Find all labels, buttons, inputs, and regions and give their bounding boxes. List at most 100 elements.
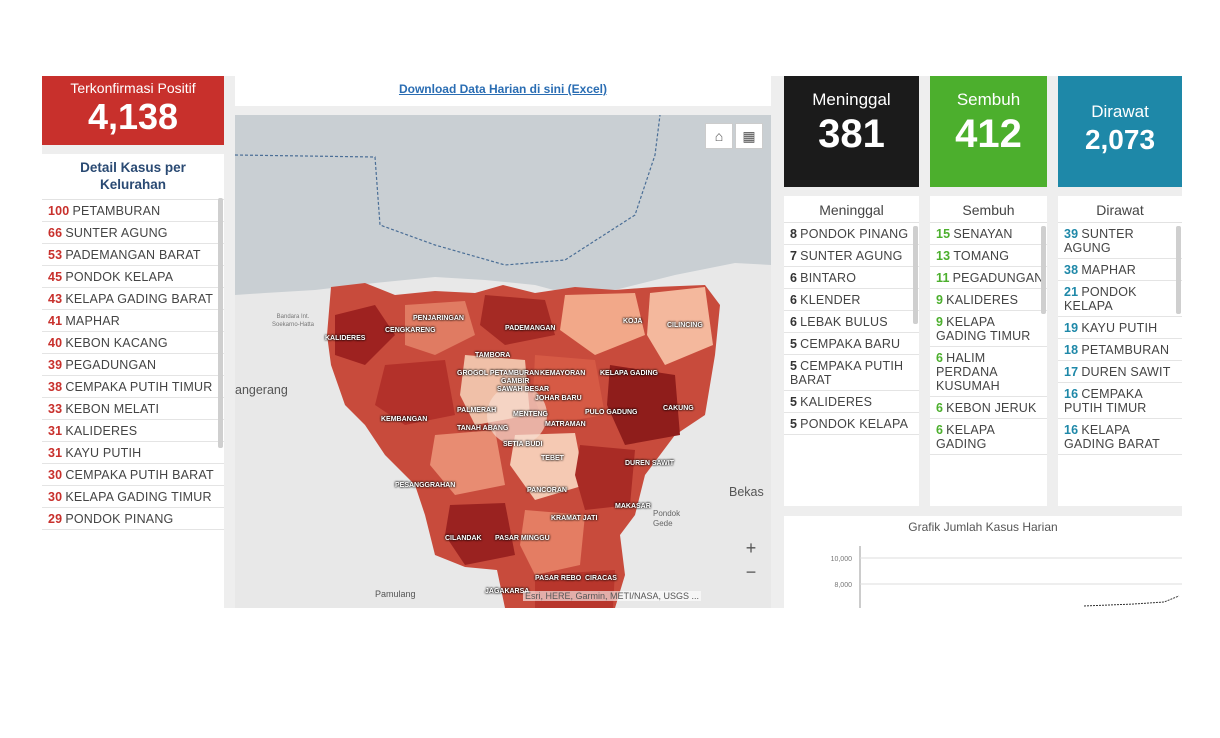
list-item[interactable]: 6 KEBON JERUK bbox=[930, 397, 1047, 419]
list-item[interactable]: 43 KELAPA GADING BARAT bbox=[42, 288, 224, 310]
list-item[interactable]: 6 KELAPA GADING bbox=[930, 419, 1047, 455]
list-item[interactable]: 5 PONDOK KELAPA bbox=[784, 413, 919, 435]
list-item[interactable]: 16 CEMPAKA PUTIH TIMUR bbox=[1058, 383, 1182, 419]
case-count: 30 bbox=[48, 468, 63, 482]
list-item[interactable]: 29 PONDOK PINANG bbox=[42, 508, 224, 530]
area-name: CEMPAKA PUTIH TIMUR bbox=[1064, 387, 1147, 415]
dashboard: Terkonfirmasi Positif 4,138 Detail Kasus… bbox=[42, 76, 1182, 608]
list-item[interactable]: 8 PONDOK PINANG bbox=[784, 223, 919, 245]
recovered-panel[interactable]: Sembuh 15 SENAYAN 13 TOMANG 11 PEGADUNGAN 9 KAL… bbox=[930, 196, 1047, 506]
area-name: PONDOK KELAPA bbox=[1064, 285, 1137, 313]
list-item[interactable]: 66 SUNTER AGUNG bbox=[42, 222, 224, 244]
daily-chart-panel: Grafik Jumlah Kasus Harian 10,000 8,000 bbox=[784, 516, 1182, 608]
district-label: PANCORAN bbox=[527, 487, 567, 494]
list-item[interactable]: 5 KALIDERES bbox=[784, 391, 919, 413]
district-label: CENGKARENG bbox=[385, 327, 436, 334]
case-count: 30 bbox=[48, 490, 63, 504]
case-count: 6 bbox=[936, 423, 944, 437]
list-item[interactable]: 100 PETAMBURAN bbox=[42, 200, 224, 222]
district-label: MENTENG bbox=[513, 411, 548, 418]
confirmed-value: 4,138 bbox=[87, 96, 179, 137]
case-count: 33 bbox=[48, 402, 63, 416]
case-count: 40 bbox=[48, 336, 63, 350]
area-name: PONDOK KELAPA bbox=[65, 270, 174, 284]
case-count: 6 bbox=[936, 351, 944, 365]
list-item[interactable]: 11 PEGADUNGAN bbox=[930, 267, 1047, 289]
zoom-in-button[interactable]: + bbox=[745, 537, 757, 558]
list-item[interactable]: 21 PONDOK KELAPA bbox=[1058, 281, 1182, 317]
detail-scrollbar[interactable] bbox=[218, 198, 223, 448]
detail-panel[interactable]: Detail Kasus per Kelurahan 100 PETAMBURAN… bbox=[42, 154, 224, 608]
area-name: MAPHAR bbox=[65, 314, 120, 328]
area-name: SUNTER AGUNG bbox=[800, 249, 903, 263]
list-item[interactable]: 9 KALIDERES bbox=[930, 289, 1047, 311]
case-count: 11 bbox=[936, 271, 950, 285]
grid-icon: ▦ bbox=[742, 127, 756, 144]
area-name: KELAPA GADING BARAT bbox=[65, 292, 214, 306]
list-item[interactable]: 41 MAPHAR bbox=[42, 310, 224, 332]
list-item[interactable]: 7 SUNTER AGUNG bbox=[784, 245, 919, 267]
list-item[interactable]: 30 KELAPA GADING TIMUR bbox=[42, 486, 224, 508]
list-item[interactable]: 19 KAYU PUTIH bbox=[1058, 317, 1182, 339]
deaths-panel[interactable]: Meninggal 8 PONDOK PINANG 7 SUNTER AGUNG 6 BI… bbox=[784, 196, 919, 506]
list-item[interactable]: 9 KELAPA GADING TIMUR bbox=[930, 311, 1047, 347]
deaths-scrollbar[interactable] bbox=[913, 226, 918, 324]
list-item[interactable]: 38 CEMPAKA PUTIH TIMUR bbox=[42, 376, 224, 398]
list-item[interactable]: 16 KELAPA GADING BARAT bbox=[1058, 419, 1182, 455]
list-item[interactable]: 30 CEMPAKA PUTIH BARAT bbox=[42, 464, 224, 486]
area-name: KAYU PUTIH bbox=[65, 446, 142, 460]
list-item[interactable]: 13 TOMANG bbox=[930, 245, 1047, 267]
deaths-title: Meninggal bbox=[812, 90, 891, 109]
list-item[interactable]: 18 PETAMBURAN bbox=[1058, 339, 1182, 361]
map-panel[interactable]: PENJARINGAN KALIDERES CENGKARENG PADEMANGAN… bbox=[235, 115, 771, 608]
treated-scrollbar[interactable] bbox=[1176, 226, 1181, 314]
case-count: 38 bbox=[48, 380, 63, 394]
area-name: KEBON KACANG bbox=[65, 336, 168, 350]
list-item[interactable]: 6 KLENDER bbox=[784, 289, 919, 311]
district-label: KEMAYORAN bbox=[540, 370, 586, 377]
case-count: 6 bbox=[790, 315, 798, 329]
district-label: JAGAKARSA bbox=[485, 588, 530, 595]
list-item[interactable]: 5 CEMPAKA PUTIH BARAT bbox=[784, 355, 919, 391]
list-item[interactable]: 45 PONDOK KELAPA bbox=[42, 266, 224, 288]
list-item[interactable]: 15 SENAYAN bbox=[930, 223, 1047, 245]
list-item[interactable]: 31 KAYU PUTIH bbox=[42, 442, 224, 464]
district-label: CILANDAK bbox=[445, 535, 482, 542]
list-item[interactable]: 6 BINTARO bbox=[784, 267, 919, 289]
list-item[interactable]: 33 KEBON MELATI bbox=[42, 398, 224, 420]
area-name: PETAMBURAN bbox=[1081, 343, 1170, 357]
case-count: 6 bbox=[790, 271, 798, 285]
district-label: TEBET bbox=[541, 455, 564, 462]
list-item[interactable]: 31 KALIDERES bbox=[42, 420, 224, 442]
area-name: LEBAK BULUS bbox=[800, 315, 888, 329]
area-name: KELAPA GADING TIMUR bbox=[936, 315, 1031, 343]
map-canvas[interactable] bbox=[235, 115, 771, 608]
list-item[interactable]: 53 PADEMANGAN BARAT bbox=[42, 244, 224, 266]
list-item[interactable]: 6 HALIM PERDANA KUSUMAH bbox=[930, 347, 1047, 397]
list-item[interactable]: 5 CEMPAKA BARU bbox=[784, 333, 919, 355]
case-count: 45 bbox=[48, 270, 63, 284]
home-button[interactable]: ⌂ bbox=[705, 123, 733, 149]
list-item[interactable]: 39 PEGADUNGAN bbox=[42, 354, 224, 376]
treated-card: Dirawat 2,073 bbox=[1058, 76, 1182, 187]
case-count: 9 bbox=[936, 315, 944, 329]
case-count: 17 bbox=[1064, 365, 1079, 379]
area-name: KALIDERES bbox=[946, 293, 1019, 307]
list-item[interactable]: 40 KEBON KACANG bbox=[42, 332, 224, 354]
map-attribution: Esri, HERE, Garmin, METI/NASA, USGS ... bbox=[523, 591, 702, 601]
recovered-scrollbar[interactable] bbox=[1041, 226, 1046, 314]
district-label: KOJA bbox=[623, 318, 643, 325]
case-count: 7 bbox=[790, 249, 798, 263]
basemap-button[interactable]: ▦ bbox=[735, 123, 763, 149]
list-item[interactable]: 39 SUNTER AGUNG bbox=[1058, 223, 1182, 259]
zoom-out-button[interactable]: − bbox=[745, 561, 757, 582]
case-count: 31 bbox=[48, 446, 63, 460]
list-item[interactable]: 17 DUREN SAWIT bbox=[1058, 361, 1182, 383]
case-count: 9 bbox=[936, 293, 944, 307]
place-bandara: Bandara Int. Soekarno-Hatta bbox=[271, 314, 315, 328]
list-item[interactable]: 38 MAPHAR bbox=[1058, 259, 1182, 281]
list-item[interactable]: 6 LEBAK BULUS bbox=[784, 311, 919, 333]
download-link[interactable]: Download Data Harian di sini (Excel) bbox=[398, 82, 608, 96]
treated-panel[interactable]: Dirawat 39 SUNTER AGUNG 38 MAPHAR 21 PONDOK K… bbox=[1058, 196, 1182, 506]
area-name: PEGADUNGAN bbox=[65, 358, 157, 372]
